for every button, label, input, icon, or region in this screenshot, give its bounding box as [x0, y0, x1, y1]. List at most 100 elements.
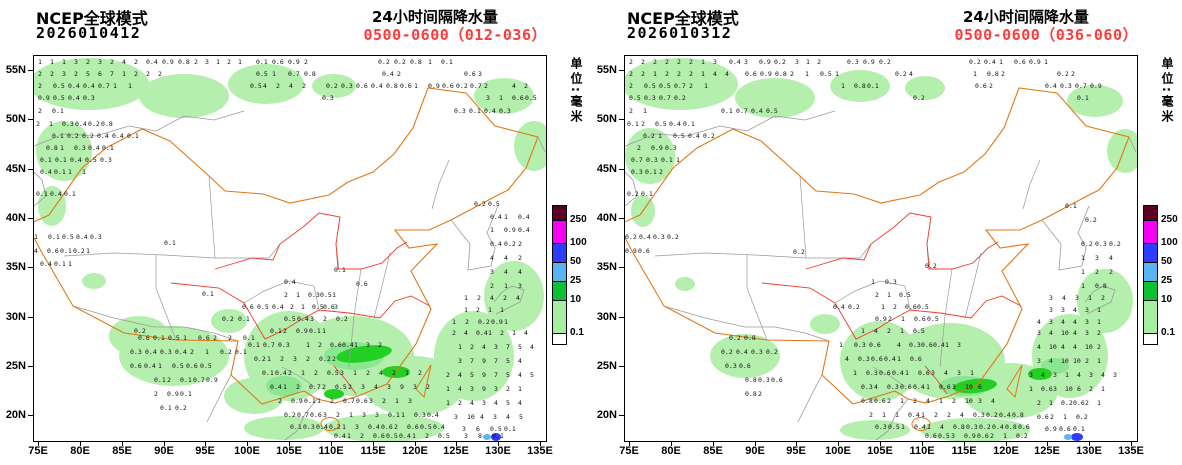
province-border-line — [373, 252, 391, 319]
precip-value: 4 — [458, 385, 462, 393]
precip-value: 2 — [1109, 268, 1113, 276]
precip-value: 0.1 — [235, 348, 247, 356]
precip-value: 3 — [1049, 318, 1053, 326]
province-border-line — [939, 268, 953, 368]
precip-value: 0.3 — [278, 341, 290, 349]
precip-value: 1 — [926, 383, 930, 391]
precip-value: 0.4 — [50, 190, 62, 198]
precip-value: 3 — [1085, 306, 1089, 314]
precip-value: 0.9 — [206, 376, 218, 384]
precip-value: 3 — [369, 397, 373, 405]
precip-value: 1 — [272, 70, 276, 78]
lat-tick-label: 20N — [596, 409, 617, 421]
province-border-line — [208, 175, 216, 259]
precip-value: 0.8 — [987, 70, 999, 78]
precip-value: 0.1 — [54, 260, 66, 268]
precip-value: 1 — [504, 213, 508, 221]
precip-value: 0.2 — [793, 248, 805, 256]
precip-value: 0.4 — [297, 315, 309, 323]
precip-value: 1 — [158, 362, 162, 370]
foreign-border-line — [537, 136, 546, 153]
precip-value: 3 — [1085, 318, 1089, 326]
precip-value: 0.6 — [869, 341, 881, 349]
precip-value: 0.1 — [153, 334, 165, 342]
precip-value: 0.5 — [913, 327, 925, 335]
lon-tick-label: 130E — [1076, 445, 1102, 457]
precip-value: 1 — [322, 327, 326, 335]
precip-value: 0.1 — [262, 369, 274, 377]
precip-value: 0.6 — [47, 247, 59, 255]
precip-value: 1 — [34, 233, 38, 241]
precip-value: 0.1 — [154, 376, 166, 384]
precip-value: 0.1 — [127, 132, 139, 140]
lon-tick-label: 95E — [195, 445, 215, 457]
precip-value: 2 — [947, 411, 951, 419]
precip-value: 2 — [518, 240, 522, 248]
lon-tick-label: 85E — [112, 445, 132, 457]
precip-value: 0.1 — [202, 290, 214, 298]
precip-value: 2 — [452, 329, 456, 337]
precip-value: 0.4 — [729, 58, 741, 66]
precip-value: 1 — [401, 411, 405, 419]
precip-value: 0.3 — [74, 144, 86, 152]
precip-value: 0.1 — [48, 233, 60, 241]
precip-value: 1 — [128, 82, 132, 90]
province-border-line — [155, 255, 177, 341]
precip-value: 3 — [340, 369, 344, 377]
precip-value: 3 — [951, 432, 955, 440]
precip-value: 0.4 — [316, 423, 328, 431]
precip-value: 0.2 — [222, 315, 234, 323]
precip-value: 0.4 — [433, 423, 445, 431]
precip-value: 3 — [355, 423, 359, 431]
precip-value: 0.5 — [312, 303, 324, 311]
precip-value: 1 — [970, 369, 974, 377]
precip-value: 4 — [379, 369, 383, 377]
precip-area — [244, 416, 324, 440]
precip-value: 1 — [973, 70, 977, 78]
precip-value: 0.5 — [644, 82, 656, 90]
lat-tick-mark — [28, 366, 34, 367]
precip-area — [625, 128, 675, 184]
precip-value: 2 — [36, 120, 40, 128]
precip-value: 2 — [290, 303, 294, 311]
precip-value: 0.2 — [67, 132, 79, 140]
foreign-border-line — [625, 110, 836, 147]
precip-value: 1 — [464, 294, 468, 302]
precip-value: 2 — [38, 70, 42, 78]
precip-value: 1 — [283, 383, 287, 391]
precip-value: 1 — [1081, 282, 1085, 290]
precip-value: 0.3 — [966, 423, 978, 431]
precip-value: 0.4 — [639, 233, 651, 241]
lat-tick-mark — [28, 218, 34, 219]
precip-value: 2 — [392, 369, 396, 377]
precip-value: 0.6 — [914, 315, 926, 323]
lon-tick-label: 110E — [909, 445, 935, 457]
colorbar-level-label: 100 — [1161, 237, 1178, 248]
precip-value: 0.9 — [288, 58, 300, 66]
precip-value: 0.6 — [381, 423, 393, 431]
precip-value: 1 — [122, 70, 126, 78]
precip-value: 0.2 — [979, 423, 991, 431]
precip-value: 0.6 — [356, 280, 368, 288]
precip-value: 0.1 — [641, 190, 653, 198]
precip-value: 0.8 — [745, 390, 757, 398]
precip-value: 1 — [414, 82, 418, 90]
precip-value: 4 — [530, 343, 534, 351]
precip-value: 1 — [332, 291, 336, 299]
precip-value: 0.3 — [100, 156, 112, 164]
precip-value: 2 — [314, 369, 318, 377]
precip-map: 1 1 1 3 2 3 2 4 2 0.4 0.9 0.8 2 3 1 2 1 0.1 0.6 0.9 2 0.2 0.2 0… — [33, 55, 547, 442]
precip-value: 3 — [1053, 371, 1057, 379]
precip-value: 2 — [875, 291, 879, 299]
precip-value: 1 — [897, 355, 901, 363]
lon-tick-mark — [456, 441, 457, 446]
precip-value: 0.2 — [766, 348, 778, 356]
precip-value: 8 — [478, 432, 482, 440]
precip-value: 0.1 — [256, 58, 268, 66]
precip-value: 2 — [790, 70, 794, 78]
precip-value: 4 — [1037, 343, 1041, 351]
lat-tick-mark — [619, 366, 625, 367]
precip-value: 1 — [238, 58, 242, 66]
precip-value: 1 — [1029, 385, 1033, 393]
precip-value: 0.2 — [774, 58, 786, 66]
